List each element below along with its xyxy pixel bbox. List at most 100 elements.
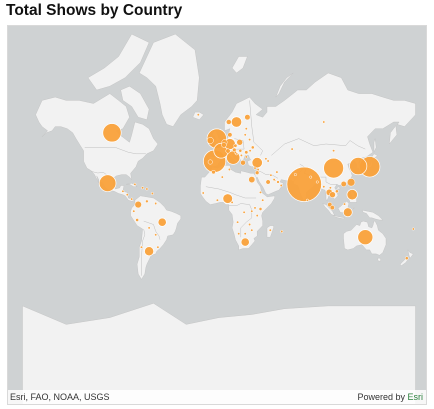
country-marker[interactable]	[290, 147, 294, 151]
country-marker[interactable]	[236, 220, 240, 224]
country-marker[interactable]	[239, 153, 243, 157]
country-marker[interactable]	[251, 157, 263, 169]
country-marker[interactable]	[346, 189, 358, 201]
country-marker[interactable]	[233, 150, 237, 154]
country-marker[interactable]	[272, 178, 276, 182]
country-marker[interactable]	[201, 191, 205, 195]
country-marker[interactable]	[243, 133, 247, 137]
country-marker[interactable]	[248, 223, 252, 226]
country-marker[interactable]	[349, 157, 368, 176]
country-marker[interactable]	[220, 175, 224, 179]
country-marker[interactable]	[244, 127, 248, 131]
country-marker[interactable]	[340, 181, 347, 187]
country-marker[interactable]	[154, 202, 158, 205]
country-marker[interactable]	[227, 132, 233, 138]
country-marker[interactable]	[346, 178, 356, 187]
country-marker[interactable]	[221, 142, 227, 148]
country-marker[interactable]	[134, 201, 142, 209]
country-marker[interactable]	[206, 137, 214, 144]
esri-link[interactable]: Esri	[407, 392, 424, 402]
country-marker[interactable]	[135, 218, 139, 222]
country-marker[interactable]	[268, 228, 272, 232]
country-marker[interactable]	[141, 186, 145, 190]
country-marker[interactable]	[328, 186, 332, 190]
country-marker[interactable]	[130, 197, 134, 201]
country-marker[interactable]	[211, 169, 216, 175]
country-marker[interactable]	[342, 207, 353, 218]
country-marker[interactable]	[250, 209, 254, 213]
country-marker[interactable]	[240, 159, 246, 166]
country-marker[interactable]	[280, 230, 284, 233]
country-marker[interactable]	[253, 206, 257, 210]
country-marker[interactable]	[222, 193, 233, 204]
country-marker[interactable]	[335, 189, 339, 194]
country-marker[interactable]	[226, 119, 232, 125]
country-marker[interactable]	[322, 120, 326, 124]
country-marker[interactable]	[276, 180, 280, 184]
country-marker[interactable]	[154, 233, 158, 237]
country-marker[interactable]	[150, 192, 154, 195]
country-marker[interactable]	[332, 149, 336, 153]
show-count-markers[interactable]	[98, 113, 415, 261]
country-marker[interactable]	[258, 207, 263, 211]
country-marker[interactable]	[237, 232, 241, 236]
country-marker[interactable]	[357, 229, 374, 246]
country-marker[interactable]	[265, 179, 271, 185]
country-marker[interactable]	[225, 148, 231, 154]
country-marker[interactable]	[102, 123, 122, 143]
country-marker[interactable]	[264, 157, 268, 161]
country-marker[interactable]	[248, 138, 252, 142]
country-marker[interactable]	[145, 199, 149, 203]
country-marker[interactable]	[256, 168, 260, 172]
country-marker[interactable]	[244, 150, 249, 155]
country-marker[interactable]	[98, 174, 117, 192]
country-marker[interactable]	[323, 157, 344, 179]
country-marker[interactable]	[207, 159, 213, 165]
country-marker[interactable]	[242, 210, 246, 214]
country-marker[interactable]	[255, 170, 260, 175]
country-marker[interactable]	[147, 226, 151, 230]
country-marker[interactable]	[293, 173, 297, 177]
country-marker[interactable]	[411, 227, 415, 231]
country-marker[interactable]	[227, 168, 231, 171]
world-basemap[interactable]	[8, 26, 426, 404]
country-marker[interactable]	[329, 205, 335, 211]
country-marker[interactable]	[145, 187, 149, 191]
country-marker[interactable]	[315, 180, 319, 184]
country-marker[interactable]	[269, 173, 273, 177]
country-marker[interactable]	[125, 193, 129, 197]
country-marker[interactable]	[230, 116, 243, 128]
country-marker[interactable]	[238, 148, 243, 153]
country-marker[interactable]	[157, 217, 167, 227]
country-marker[interactable]	[236, 139, 243, 146]
country-marker[interactable]	[215, 198, 219, 202]
country-marker[interactable]	[230, 200, 234, 204]
country-marker[interactable]	[279, 184, 283, 187]
country-marker[interactable]	[261, 198, 265, 202]
country-marker[interactable]	[240, 237, 250, 247]
country-marker[interactable]	[248, 176, 256, 184]
country-marker[interactable]	[275, 170, 279, 174]
country-marker[interactable]	[144, 246, 155, 257]
attribution-text[interactable]: Esri, FAO, NOAA, USGS	[10, 392, 110, 402]
country-marker[interactable]	[305, 198, 309, 202]
country-marker[interactable]	[309, 175, 313, 179]
country-marker[interactable]	[133, 182, 137, 186]
country-marker[interactable]	[121, 189, 125, 193]
country-marker[interactable]	[322, 185, 326, 189]
country-marker[interactable]	[250, 145, 255, 150]
country-marker[interactable]	[404, 256, 409, 261]
country-marker[interactable]	[329, 191, 336, 198]
country-marker[interactable]	[140, 245, 143, 249]
country-marker[interactable]	[132, 209, 136, 213]
country-marker[interactable]	[233, 143, 238, 148]
country-marker[interactable]	[244, 114, 251, 121]
country-marker[interactable]	[244, 155, 248, 159]
country-marker[interactable]	[259, 190, 262, 194]
country-marker[interactable]	[266, 159, 270, 163]
country-marker[interactable]	[248, 149, 252, 153]
country-marker[interactable]	[196, 113, 200, 117]
country-marker[interactable]	[156, 245, 160, 249]
country-marker[interactable]	[255, 214, 259, 218]
map-view[interactable]: Esri, FAO, NOAA, USGS Powered by Esri	[7, 25, 427, 405]
